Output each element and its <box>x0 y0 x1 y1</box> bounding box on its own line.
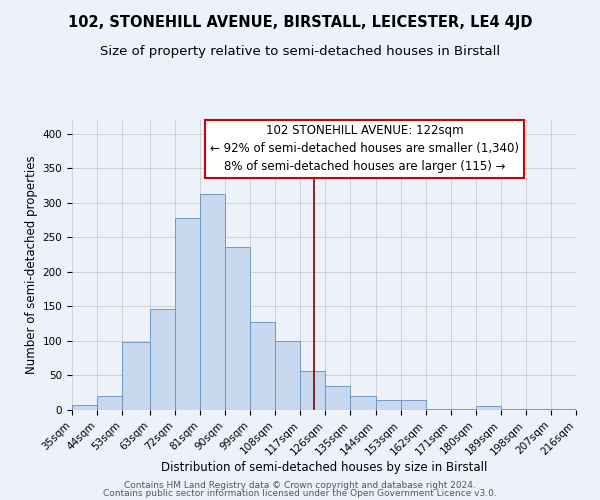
Bar <box>275 341 301 410</box>
Bar <box>401 400 425 410</box>
Bar <box>175 218 200 410</box>
Bar <box>250 322 275 410</box>
Text: Size of property relative to semi-detached houses in Birstall: Size of property relative to semi-detach… <box>100 45 500 58</box>
Bar <box>72 405 97 410</box>
Bar <box>200 194 225 410</box>
Bar <box>526 408 551 410</box>
Text: Contains public sector information licensed under the Open Government Licence v3: Contains public sector information licen… <box>103 489 497 498</box>
Bar <box>325 386 350 410</box>
Text: 102, STONEHILL AVENUE, BIRSTALL, LEICESTER, LE4 4JD: 102, STONEHILL AVENUE, BIRSTALL, LEICEST… <box>68 15 532 30</box>
Bar <box>425 408 451 410</box>
Bar <box>97 396 122 410</box>
Text: Contains HM Land Registry data © Crown copyright and database right 2024.: Contains HM Land Registry data © Crown c… <box>124 480 476 490</box>
Bar <box>301 370 325 410</box>
Bar <box>122 342 150 410</box>
Y-axis label: Number of semi-detached properties: Number of semi-detached properties <box>25 156 38 374</box>
Bar <box>225 247 250 410</box>
Bar <box>150 308 175 410</box>
Bar <box>350 396 376 410</box>
Bar <box>376 400 401 410</box>
Text: 102 STONEHILL AVENUE: 122sqm
← 92% of semi-detached houses are smaller (1,340)
8: 102 STONEHILL AVENUE: 122sqm ← 92% of se… <box>210 124 519 174</box>
X-axis label: Distribution of semi-detached houses by size in Birstall: Distribution of semi-detached houses by … <box>161 460 487 473</box>
Bar <box>476 406 501 410</box>
